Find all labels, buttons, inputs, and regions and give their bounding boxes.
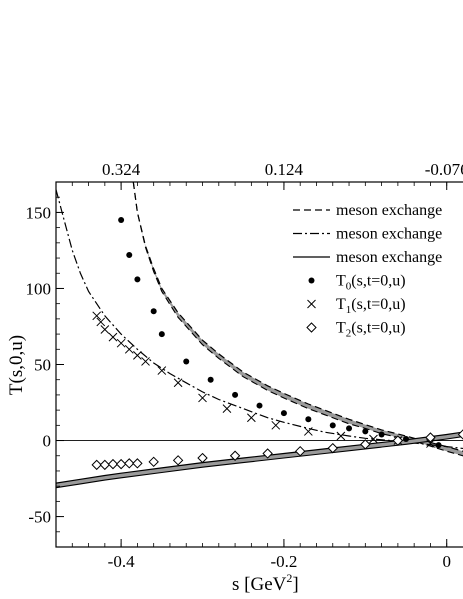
series-3-point-16 bbox=[435, 442, 442, 449]
series-4-point-6 bbox=[133, 351, 142, 360]
series-3-point-5 bbox=[183, 358, 190, 365]
series-3-point-6 bbox=[207, 376, 214, 383]
series-4-point-4 bbox=[116, 338, 126, 348]
y-tick-label: 150 bbox=[26, 203, 52, 222]
series-2-band bbox=[56, 432, 463, 488]
x-tick-label: -0.4 bbox=[108, 552, 135, 571]
top-tick-label: -0.076 bbox=[425, 160, 463, 179]
y-tick-label: 100 bbox=[26, 279, 52, 298]
series-3-point-3 bbox=[150, 308, 157, 315]
series-3-point-12 bbox=[346, 425, 353, 432]
legend: meson exchange meson exchange meson exchan… bbox=[293, 202, 442, 340]
legend-entry-0: meson exchange bbox=[293, 202, 442, 219]
svg-text:T1(s,t=0,u): T1(s,t=0,u) bbox=[336, 296, 406, 316]
series-4-point-11 bbox=[222, 404, 232, 413]
series-0-line bbox=[132, 182, 463, 452]
series-5-point-4 bbox=[124, 458, 135, 469]
top-tick-label: 0.324 bbox=[102, 160, 141, 179]
series-3-point-7 bbox=[232, 391, 239, 398]
y-axis-title: T(s,0,u) bbox=[6, 335, 27, 395]
svg-text:T0(s,t=0,u): T0(s,t=0,u) bbox=[336, 273, 406, 293]
series-5-point-2 bbox=[107, 458, 119, 470]
series-1-line bbox=[56, 189, 463, 450]
series-5-point-12 bbox=[327, 442, 338, 454]
series-0-band bbox=[133, 182, 463, 456]
legend-marker-3 bbox=[308, 277, 315, 284]
legend-entry-3: T0(s,t=0,u) bbox=[308, 273, 406, 293]
legend-marker-5 bbox=[306, 322, 317, 333]
series-4-point-10 bbox=[198, 393, 207, 403]
x-tick-label: 0 bbox=[442, 552, 451, 571]
series-4-point-7 bbox=[141, 357, 150, 366]
series-5-point-11 bbox=[294, 445, 306, 457]
series-4-point-14 bbox=[303, 427, 313, 436]
series-4-point-1 bbox=[96, 317, 106, 327]
svg-text:meson exchange: meson exchange bbox=[336, 249, 442, 266]
y-tick-label: 50 bbox=[34, 356, 51, 375]
series-5-point-14 bbox=[392, 435, 404, 446]
series-4-point-16 bbox=[369, 434, 378, 444]
series-5-point-9 bbox=[229, 450, 241, 461]
series-4-point-8 bbox=[157, 366, 167, 375]
legend-entry-1: meson exchange bbox=[293, 226, 442, 243]
legend-entry-5: T2(s,t=0,u) bbox=[306, 320, 406, 340]
y-tick-label: 0 bbox=[43, 432, 52, 451]
series-3-point-0 bbox=[118, 217, 125, 224]
series-5-point-3 bbox=[115, 458, 127, 470]
series-4-point-3 bbox=[108, 332, 118, 342]
series-4-point-18 bbox=[426, 439, 435, 448]
series-2-band-edge bbox=[56, 436, 463, 489]
series-3-point-14 bbox=[378, 431, 385, 438]
series-5-point-7 bbox=[172, 455, 184, 466]
svg-text:meson exchange: meson exchange bbox=[336, 202, 442, 219]
y-tick-label: -50 bbox=[28, 508, 51, 527]
series-3-point-2 bbox=[134, 276, 141, 283]
series-4-point-2 bbox=[100, 325, 110, 334]
svg-text:T2(s,t=0,u): T2(s,t=0,u) bbox=[336, 320, 406, 340]
series-4-point-12 bbox=[247, 413, 256, 423]
x-tick-label: -0.2 bbox=[270, 552, 297, 571]
series-5-point-1 bbox=[99, 459, 111, 471]
x-axis-title: s [GeV2] bbox=[232, 571, 299, 595]
series-3-point-4 bbox=[158, 331, 165, 338]
series-5-point-16 bbox=[457, 429, 463, 440]
series-3-point-10 bbox=[305, 416, 312, 423]
series-4-point-0 bbox=[92, 311, 102, 321]
series-5-point-10 bbox=[262, 448, 273, 459]
series-5-point-5 bbox=[132, 458, 143, 469]
series-5-point-0 bbox=[91, 459, 102, 471]
series-3-point-9 bbox=[280, 410, 287, 417]
series-5-point-15 bbox=[425, 432, 436, 443]
series-2-line bbox=[56, 431, 463, 484]
series-3-point-1 bbox=[126, 252, 133, 258]
legend-marker-4 bbox=[307, 299, 316, 309]
series-5-point-6 bbox=[148, 456, 159, 468]
series-5-point-8 bbox=[197, 452, 208, 464]
plot-area bbox=[56, 182, 463, 489]
series-4-point-15 bbox=[336, 431, 346, 441]
svg-text:meson exchange: meson exchange bbox=[336, 226, 442, 243]
series-4-point-5 bbox=[124, 344, 134, 354]
axes: -0.4-0.200.20.3240.124-0.076-0.276-50050… bbox=[26, 160, 463, 571]
series-3-point-15 bbox=[403, 436, 410, 443]
top-tick-label: 0.124 bbox=[265, 160, 304, 179]
legend-entry-4: T1(s,t=0,u) bbox=[307, 296, 406, 316]
series-3-point-13 bbox=[362, 428, 369, 435]
series-3-point-11 bbox=[329, 422, 336, 429]
series-4-point-13 bbox=[271, 420, 281, 430]
series-0-band-edge bbox=[132, 182, 463, 457]
series-3-point-8 bbox=[256, 402, 263, 409]
series-4-point-9 bbox=[173, 378, 183, 388]
legend-entry-2: meson exchange bbox=[293, 249, 442, 266]
series-5-point-13 bbox=[360, 439, 371, 450]
